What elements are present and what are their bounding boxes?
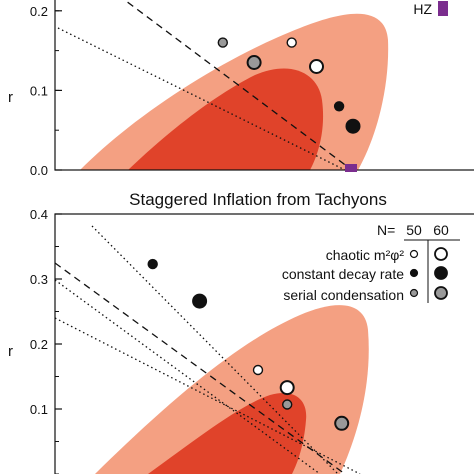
top-plot-frame — [54, 0, 474, 171]
bottom-y-axis-label: r — [8, 343, 13, 360]
top-y-axis-label: r — [8, 89, 13, 106]
top-point-serial-condensation-n60 — [246, 55, 262, 70]
legend-marker-constant-decay-rate-n60 — [434, 266, 448, 280]
top-point-constant-decay-rate-n50 — [333, 101, 345, 112]
legend-marker-constant-decay-rate-n50 — [409, 268, 419, 278]
top-point-serial-condensation-n50 — [217, 37, 229, 48]
top-legend-label: HZ — [413, 1, 432, 17]
bottom-point-chaotic-m-n50 — [252, 364, 264, 376]
legend-marker-chaotic-m-n60 — [434, 247, 448, 261]
legend-marker-serial-condensation-n50 — [409, 288, 419, 298]
legend-n-60: 60 — [433, 222, 449, 238]
top-point-constant-decay-rate-n60 — [345, 118, 361, 134]
top-dashed-guide — [123, 0, 353, 170]
bottom-point-constant-decay-rate-n50 — [147, 258, 158, 270]
top-point-chaotic-m-n50 — [286, 37, 297, 48]
top-legend: HZ — [413, 1, 448, 17]
legend-marker-chaotic-m-n50 — [409, 249, 419, 259]
top-inner-contour — [128, 68, 324, 170]
bottom-y-tick-label: 0.2 — [30, 337, 48, 352]
bottom-dotted-guide-3 — [55, 317, 361, 474]
bottom-point-chaotic-m-n60 — [279, 380, 295, 396]
top-legend-swatch — [438, 1, 448, 16]
bottom-y-tick-label: 0.1 — [30, 402, 48, 417]
top-y-tick-label: 0.0 — [30, 163, 48, 178]
chart-title: Staggered Inflation from Tachyons — [129, 190, 387, 209]
hz-marker — [345, 164, 357, 172]
bottom-y-tick-label: 0.4 — [30, 207, 48, 222]
bottom-inner-contour — [148, 392, 307, 474]
bottom-point-serial-condensation-n50 — [282, 399, 293, 410]
legend-chaotic-label: chaotic m²φ² — [326, 247, 405, 263]
bottom-point-constant-decay-rate-n60 — [192, 293, 208, 309]
bottom-dotted-guide-2 — [55, 279, 321, 474]
top-y-tick-label: 0.2 — [30, 4, 48, 19]
bottom-plot-frame — [54, 213, 474, 474]
bottom-legend: N= 50 60 chaotic m²φ² constant decay rat… — [282, 222, 460, 303]
top-panel: 0.0 0.1 0.2 r HZ — [8, 0, 474, 178]
bottom-y-tick-label: 0.3 — [30, 272, 48, 287]
legend-marker-serial-condensation-n60 — [434, 286, 448, 300]
bottom-point-serial-condensation-n60 — [334, 415, 350, 431]
legend-n-50: 50 — [406, 222, 422, 238]
top-y-tick-label: 0.1 — [30, 83, 48, 98]
legend-serial-condensation-label: serial condensation — [283, 287, 404, 303]
bottom-panel: 0.1 0.2 0.3 0.4 r N= 50 60 chaotic m²φ² con… — [8, 207, 474, 474]
legend-constant-decay-label: constant decay rate — [282, 266, 404, 282]
legend-n-label: N= — [377, 222, 395, 238]
top-point-chaotic-m-n60 — [309, 59, 324, 74]
top-dotted-guide — [57, 27, 346, 170]
